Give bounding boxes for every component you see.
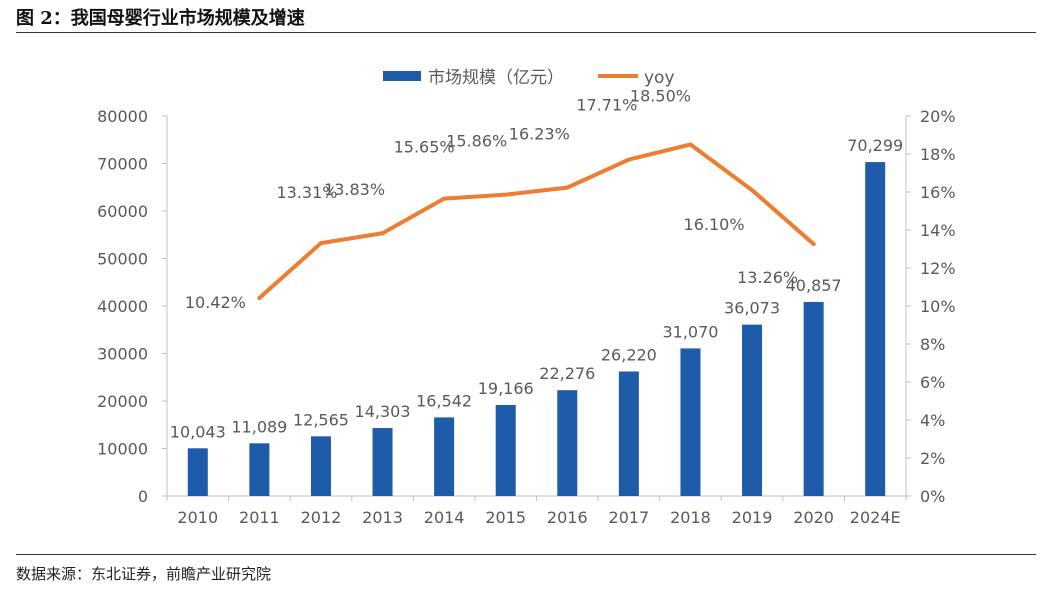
title-rule <box>16 32 1036 33</box>
bar-value-label: 12,565 <box>293 410 349 429</box>
y-right-tick-label: 12% <box>920 259 956 278</box>
x-tick-label: 2015 <box>485 508 526 527</box>
yoy-point <box>626 157 631 162</box>
y-right-tick-label: 0% <box>920 487 945 506</box>
y-right-tick-label: 10% <box>920 297 956 316</box>
y-right-tick-label: 2% <box>920 449 945 468</box>
y-right-tick-label: 18% <box>920 145 956 164</box>
yoy-value-label: 17.71% <box>576 96 637 115</box>
yoy-point <box>442 196 447 201</box>
yoy-point <box>257 296 262 301</box>
bar-value-label: 40,857 <box>786 276 842 295</box>
legend-line-label: yoy <box>644 68 675 88</box>
yoy-value-label: 10.42% <box>185 293 246 312</box>
y-left-tick-label: 20000 <box>97 392 148 411</box>
bar <box>187 448 208 496</box>
bar <box>680 348 701 496</box>
bar <box>372 428 393 496</box>
x-tick-label: 2020 <box>793 508 834 527</box>
x-tick-label: 2010 <box>177 508 218 527</box>
yoy-point <box>318 241 323 246</box>
yoy-value-label: 15.86% <box>446 132 507 151</box>
y-right-tick-label: 14% <box>920 221 956 240</box>
yoy-value-label: 13.26% <box>737 268 798 287</box>
bar-value-label: 36,073 <box>724 299 780 318</box>
x-tick-label: 2011 <box>239 508 280 527</box>
yoy-line-group <box>257 142 816 301</box>
bar-value-label: 26,220 <box>601 345 657 364</box>
x-tick-label: 2019 <box>732 508 773 527</box>
y-left-tick-label: 10000 <box>97 440 148 459</box>
data-labels: 10,043 11,089 12,565 14,303 16,542 19,166 22,2… <box>170 87 903 442</box>
yoy-value-label: 13.31% <box>276 183 337 202</box>
bar-value-label: 19,166 <box>478 379 534 398</box>
bar-value-label: 22,276 <box>539 364 595 383</box>
yoy-point <box>811 242 816 247</box>
x-tick-label: 2024E <box>850 508 901 527</box>
y-left-tick-label: 80000 <box>97 107 148 126</box>
bar <box>495 404 516 496</box>
bar-value-label: 10,043 <box>170 422 226 441</box>
x-tick-label: 2017 <box>609 508 650 527</box>
y-right-tick-label: 16% <box>920 183 956 202</box>
axes: 0 10000 20000 30000 40000 50000 60000 70000 8000… <box>97 107 955 527</box>
y-left-tick-label: 30000 <box>97 345 148 364</box>
bar <box>310 436 331 496</box>
yoy-point <box>688 142 693 147</box>
yoy-point <box>565 185 570 190</box>
yoy-line <box>257 142 816 301</box>
x-tick-label: 2014 <box>424 508 465 527</box>
y-left-tick-label: 60000 <box>97 202 148 221</box>
yoy-point <box>503 192 508 197</box>
yoy-value-label: 18.50% <box>630 87 691 106</box>
y-left-tick-label: 50000 <box>97 250 148 269</box>
bars <box>187 162 886 496</box>
bar-value-label: 70,299 <box>847 136 903 155</box>
bar <box>803 301 824 496</box>
y-left-tick-label: 0 <box>138 487 148 506</box>
y-right-tick-label: 6% <box>920 373 945 392</box>
bar <box>557 390 578 496</box>
yoy-point <box>750 188 755 193</box>
bar-value-label: 11,089 <box>231 417 287 436</box>
x-tick-label: 2018 <box>670 508 711 527</box>
yoy-value-label: 15.65% <box>394 138 455 157</box>
x-tick-label: 2013 <box>362 508 403 527</box>
yoy-value-label: 13.83% <box>324 180 385 199</box>
source-rule <box>16 554 1036 555</box>
legend-bar-label: 市场规模（亿元） <box>428 68 564 88</box>
y-left-tick-label: 40000 <box>97 297 148 316</box>
y-right-tick-label: 20% <box>920 107 956 126</box>
y-left-tick-label: 70000 <box>97 155 148 174</box>
bar <box>618 371 639 496</box>
bar <box>434 417 455 496</box>
bar-value-label: 16,542 <box>416 391 472 410</box>
bar <box>249 443 270 496</box>
yoy-point <box>380 231 385 236</box>
bar-value-label: 31,070 <box>662 322 718 341</box>
y-right-tick-label: 8% <box>920 335 945 354</box>
bar <box>742 324 763 496</box>
legend-bar-swatch <box>383 71 421 81</box>
legend: 市场规模（亿元） yoy <box>383 68 675 88</box>
y-right-tick-label: 4% <box>920 411 945 430</box>
bar <box>865 162 886 496</box>
x-tick-label: 2016 <box>547 508 588 527</box>
x-tick-label: 2012 <box>301 508 342 527</box>
bar-value-label: 14,303 <box>355 402 411 421</box>
yoy-value-label: 16.10% <box>684 215 745 234</box>
source-note: 数据来源：东北证券，前瞻产业研究院 <box>16 565 272 583</box>
yoy-value-label: 16.23% <box>509 125 570 144</box>
figure-title: 图 2：我国母婴行业市场规模及增速 <box>16 8 305 29</box>
